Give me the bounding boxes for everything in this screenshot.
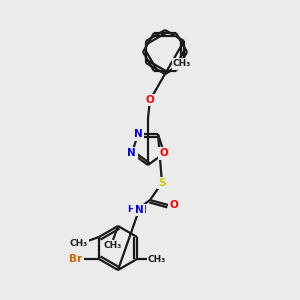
- Text: Br: Br: [69, 254, 82, 264]
- Text: N: N: [134, 129, 142, 139]
- Text: O: O: [169, 200, 178, 210]
- Text: N: N: [128, 148, 136, 158]
- Text: CH₃: CH₃: [104, 242, 122, 250]
- Text: H: H: [127, 206, 135, 214]
- Text: O: O: [146, 95, 154, 105]
- Text: CH₃: CH₃: [173, 59, 191, 68]
- Text: CH₃: CH₃: [148, 254, 166, 263]
- Text: S: S: [158, 178, 166, 188]
- Text: O: O: [160, 148, 169, 158]
- Text: N: N: [138, 205, 146, 215]
- Text: CH₃: CH₃: [70, 239, 88, 248]
- Text: N: N: [135, 205, 143, 215]
- Text: H: H: [131, 206, 139, 214]
